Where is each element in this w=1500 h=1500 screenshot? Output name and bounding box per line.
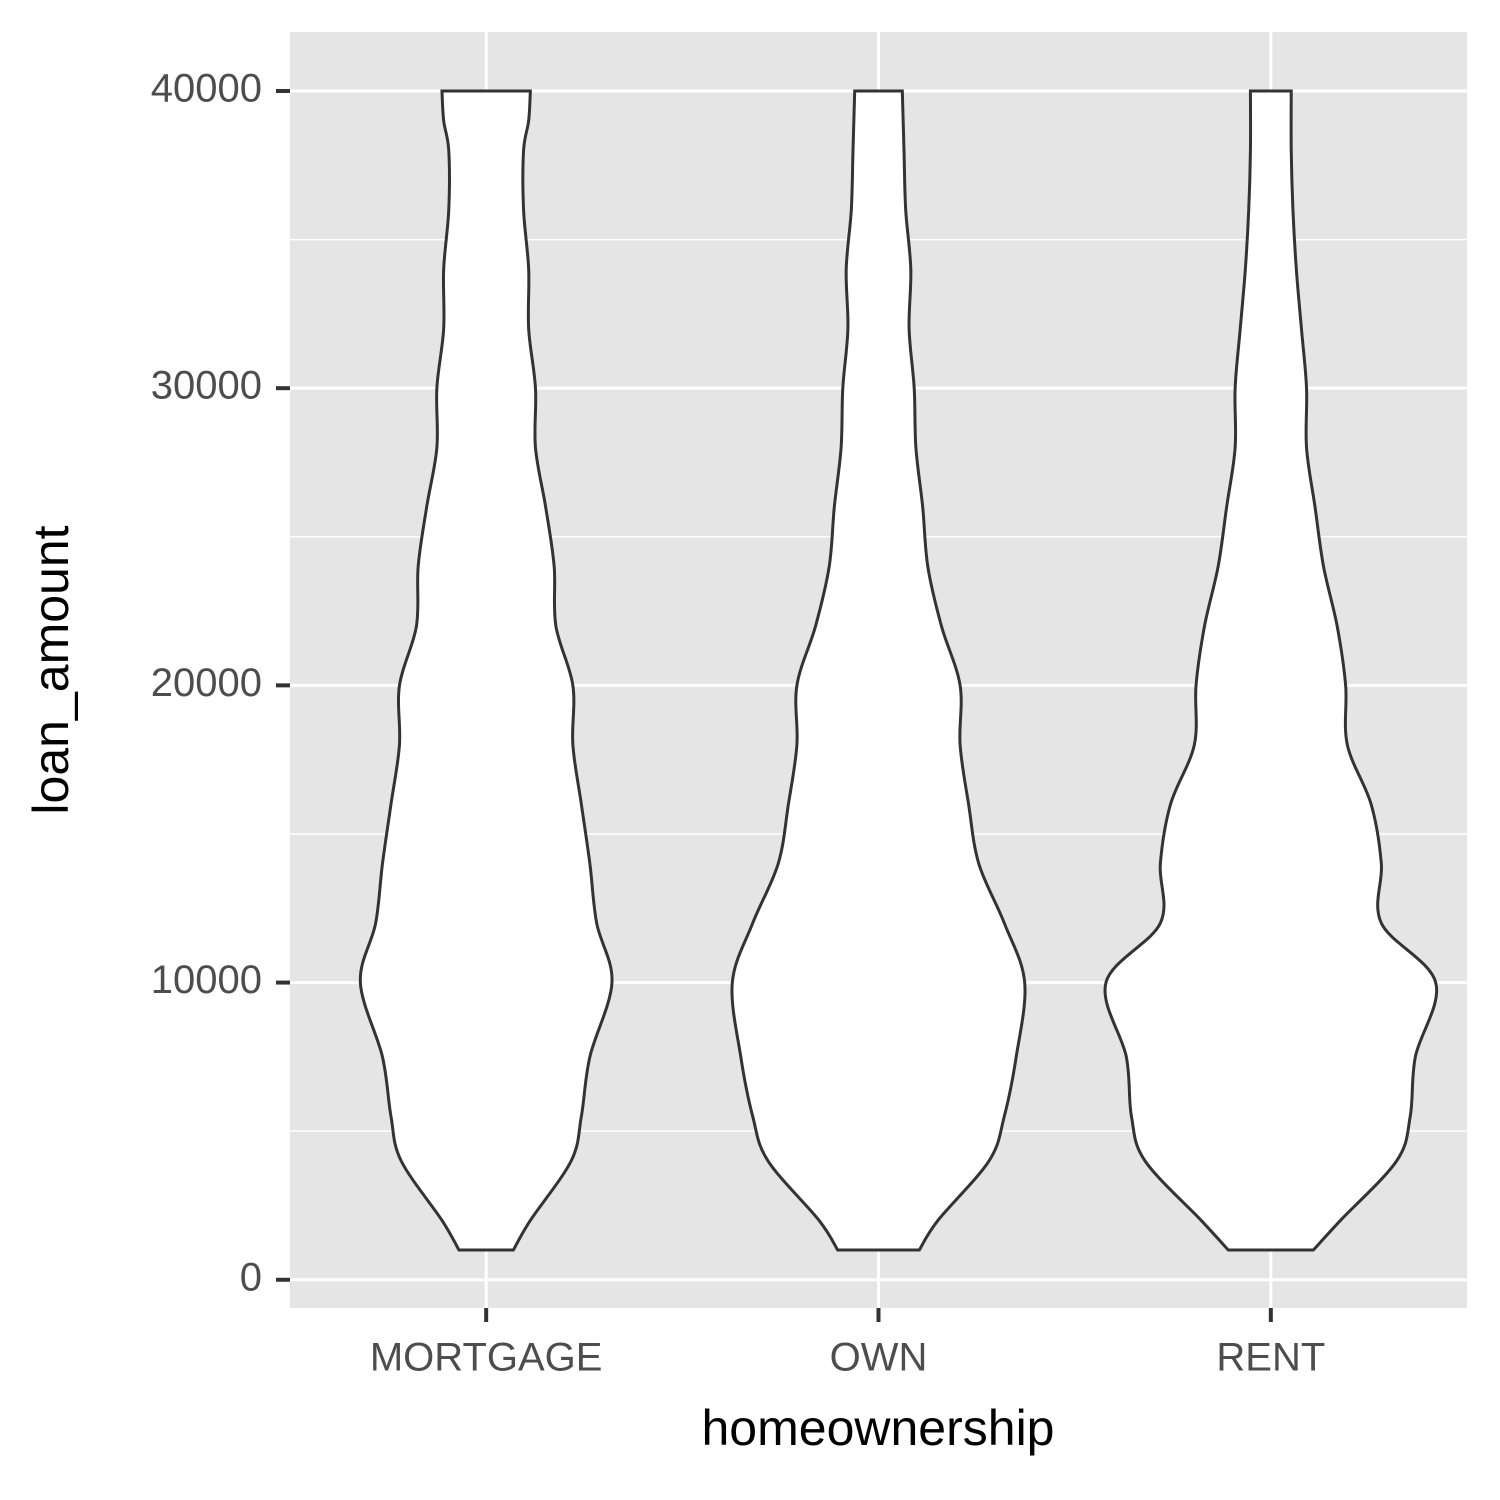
violin bbox=[358, 89, 614, 1252]
x-tick-label: OWN bbox=[830, 1336, 928, 1380]
x-axis-title: homeownership bbox=[702, 1400, 1055, 1456]
y-tick-label: 40000 bbox=[151, 67, 262, 111]
y-tick-label: 30000 bbox=[151, 364, 262, 408]
y-tick-label: 10000 bbox=[151, 958, 262, 1002]
x-tick-label: MORTGAGE bbox=[370, 1336, 603, 1380]
y-axis-title: loan_amount bbox=[23, 525, 79, 814]
y-tick-label: 0 bbox=[240, 1255, 262, 1299]
y-tick-label: 20000 bbox=[151, 661, 262, 705]
violin bbox=[730, 89, 1027, 1252]
x-tick-label: RENT bbox=[1216, 1336, 1325, 1380]
violin bbox=[1103, 89, 1439, 1252]
